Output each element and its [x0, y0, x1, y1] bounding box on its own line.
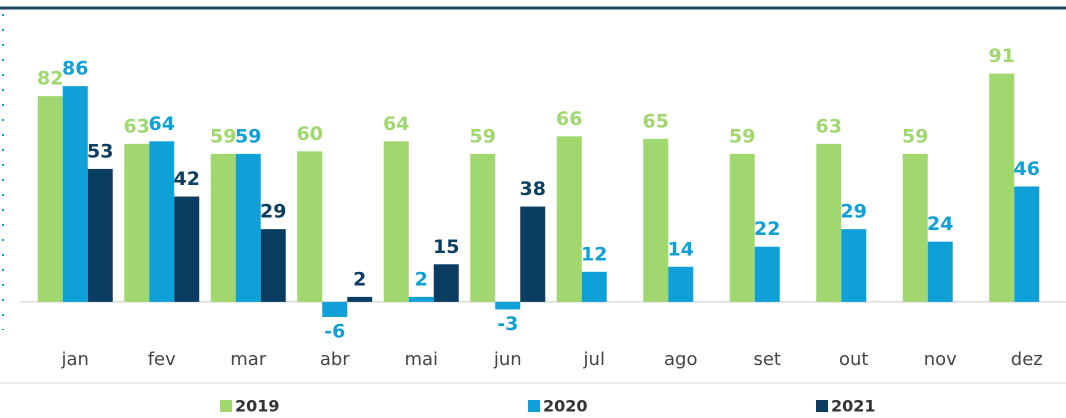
x-tick-label: nov — [924, 349, 957, 370]
data-label: 38 — [520, 178, 546, 200]
bar — [408, 296, 434, 302]
bar — [210, 153, 236, 302]
data-label: 22 — [754, 218, 780, 240]
bar — [62, 86, 88, 302]
bar — [841, 229, 867, 302]
bar — [1014, 186, 1040, 302]
data-label: 14 — [668, 238, 694, 260]
bar — [174, 196, 200, 302]
bar — [927, 241, 953, 302]
data-label: 46 — [1014, 158, 1040, 180]
bar — [902, 153, 928, 302]
data-label: 15 — [433, 236, 459, 258]
bar — [668, 266, 694, 302]
x-tick-label: mar — [230, 349, 267, 370]
bar — [297, 151, 323, 302]
bar — [729, 153, 755, 302]
x-tick-label: set — [753, 349, 781, 370]
x-tick-label: jul — [583, 349, 605, 370]
bar — [37, 96, 63, 302]
legend-swatch — [816, 400, 828, 412]
data-label: 65 — [643, 110, 669, 132]
x-tick-label: fev — [148, 349, 176, 370]
bar — [322, 301, 348, 317]
bar — [556, 136, 582, 302]
data-label: 59 — [470, 125, 496, 147]
bar — [124, 143, 150, 302]
x-tick-label: dez — [1011, 349, 1043, 370]
legend-label: 2019 — [235, 397, 280, 416]
data-label: 60 — [297, 123, 323, 145]
data-label: 86 — [62, 58, 88, 80]
data-label: 63 — [816, 115, 842, 137]
bar — [520, 206, 546, 302]
bar — [383, 141, 409, 302]
legend-swatch — [220, 400, 232, 412]
bar — [260, 229, 286, 302]
data-label: 59 — [210, 125, 236, 147]
data-label: 12 — [581, 243, 607, 265]
data-label: 91 — [989, 45, 1015, 67]
data-label: 2 — [353, 268, 366, 290]
legend-swatch — [528, 400, 540, 412]
x-tick-label: out — [839, 349, 868, 370]
data-label: 29 — [841, 201, 867, 223]
bar — [643, 138, 669, 302]
data-label: 2 — [415, 268, 428, 290]
data-label: 66 — [556, 108, 582, 130]
x-tick-label: ago — [664, 349, 697, 370]
data-label: -6 — [324, 320, 345, 342]
bar — [581, 271, 607, 302]
data-label: 59 — [235, 125, 261, 147]
bar — [989, 73, 1015, 302]
data-label: 64 — [383, 113, 409, 135]
data-label: 53 — [87, 140, 113, 162]
bar — [754, 246, 780, 302]
data-label: 42 — [174, 168, 200, 190]
bar — [235, 153, 261, 302]
data-label: 63 — [124, 115, 150, 137]
data-label: 82 — [37, 68, 63, 90]
bar — [87, 168, 113, 302]
bar — [470, 153, 496, 302]
data-label: 59 — [729, 125, 755, 147]
data-label: -3 — [497, 313, 518, 335]
data-label: 24 — [927, 213, 953, 235]
x-tick-label: jun — [493, 349, 522, 370]
x-tick-label: jan — [61, 349, 89, 370]
data-label: 64 — [149, 113, 175, 135]
legend-label: 2020 — [543, 397, 588, 416]
data-label: 29 — [260, 201, 286, 223]
bar — [347, 296, 373, 302]
x-tick-label: abr — [320, 349, 350, 370]
data-label: 59 — [902, 125, 928, 147]
x-tick-label: mai — [404, 349, 438, 370]
bar — [495, 301, 521, 310]
legend-label: 2021 — [831, 397, 876, 416]
bar — [149, 141, 175, 302]
bar — [816, 143, 842, 302]
bar — [433, 264, 459, 302]
